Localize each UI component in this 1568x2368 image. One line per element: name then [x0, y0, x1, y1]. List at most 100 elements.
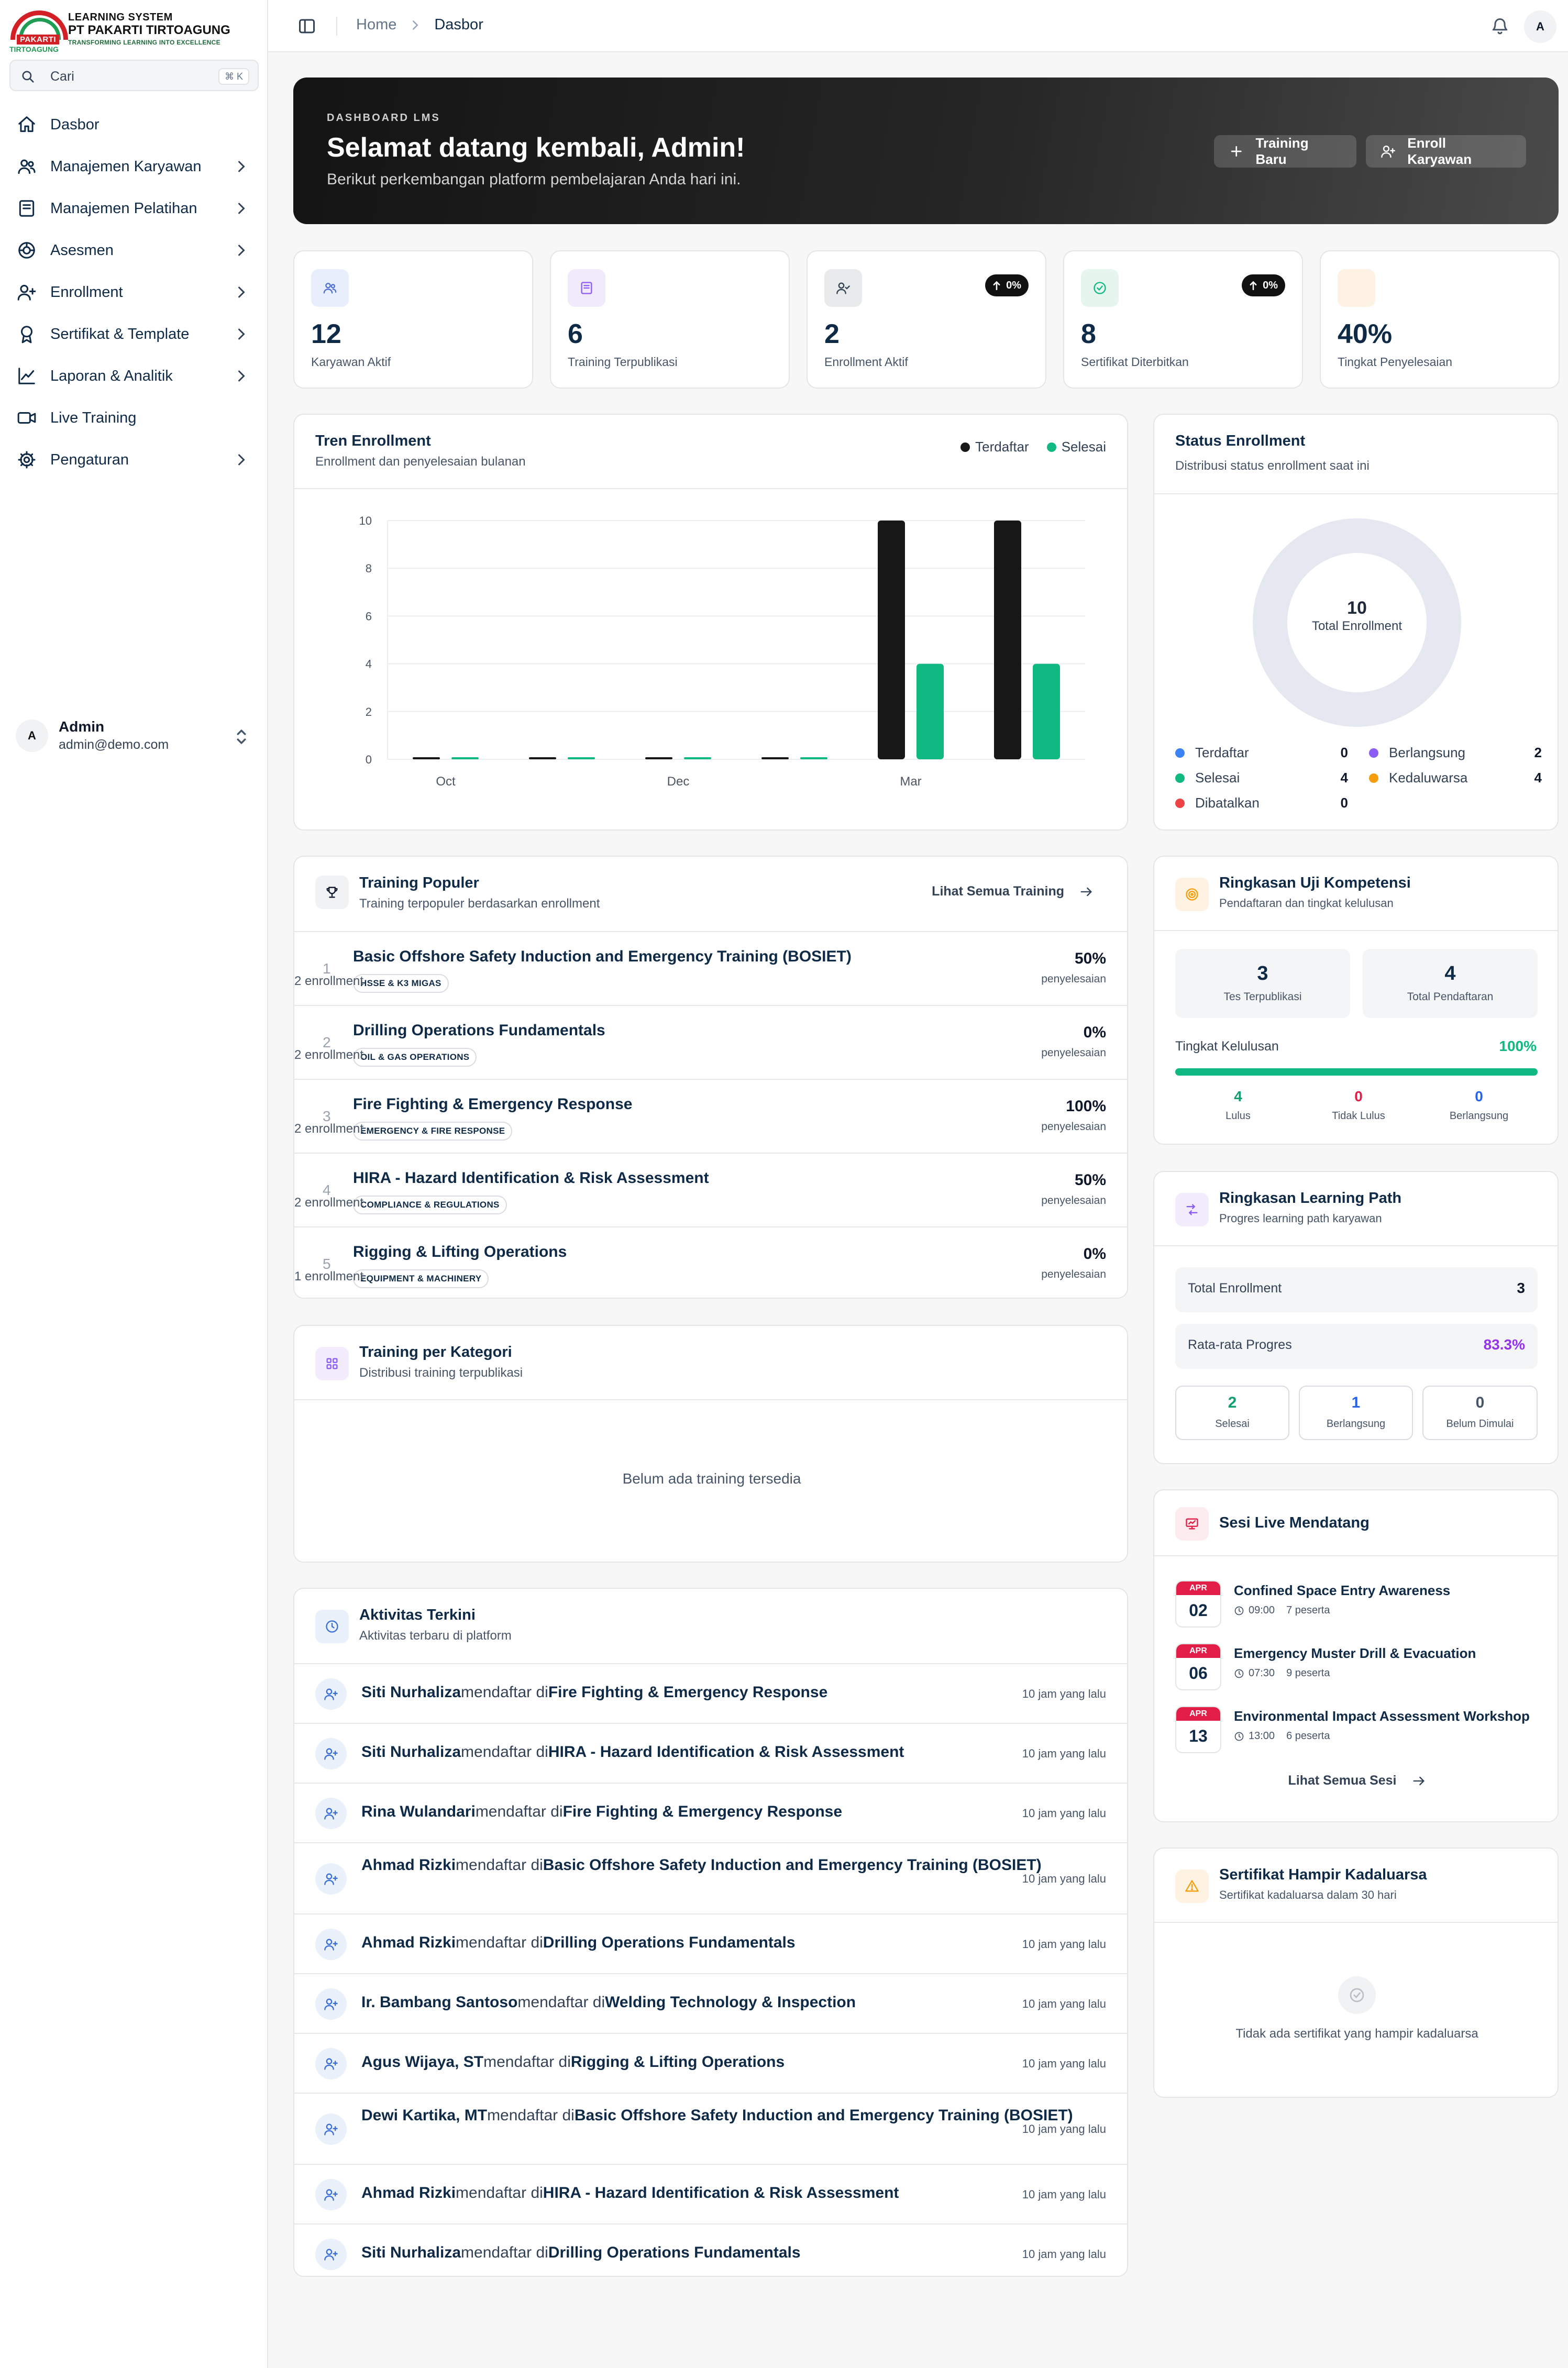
banner-subtitle: Berikut perkembangan platform pembelajar… [327, 171, 741, 188]
activity-row[interactable]: Rina Wulandarimendaftar diFire Fighting … [294, 1783, 1127, 1842]
arrow-right-icon [1080, 887, 1092, 896]
view-all-trainings-link[interactable]: Lihat Semua Training [932, 884, 1094, 899]
bar-selesai-dec[interactable] [684, 757, 711, 759]
legend-label-registered: Terdaftar [975, 439, 1029, 455]
session-meta: 09:00 7 peserta [1234, 1605, 1330, 1617]
bell-icon[interactable] [1490, 17, 1509, 36]
list-item[interactable]: 4 HIRA - Hazard Identification & Risk Ass… [294, 1153, 1127, 1227]
activity-user[interactable]: Ir. Bambang Santoso [361, 1994, 518, 2011]
live-session-item[interactable]: APR 13 Environmental Impact Assessment Wor… [1175, 1706, 1537, 1754]
topbar-avatar[interactable]: A [1524, 10, 1556, 43]
list-item[interactable]: 1 Basic Offshore Safety Induction and Eme… [294, 931, 1127, 1005]
activity-user[interactable]: Rina Wulandari [361, 1803, 476, 1820]
enroll-employee-button[interactable]: Enroll Karyawan [1366, 135, 1526, 168]
chevron-right-icon [238, 161, 245, 172]
sidebar-item-sertifikat-template[interactable]: Sertifikat & Template [9, 313, 259, 355]
sidebar-item-asesmen[interactable]: Asesmen [9, 229, 259, 271]
legend-swatch-completed [1046, 442, 1056, 452]
activity-user[interactable]: Agus Wijaya, ST [361, 2053, 484, 2071]
activity-row[interactable]: Siti Nurhalizamendaftar diDrilling Opera… [294, 2223, 1127, 2283]
path-done-value: 2 [1228, 1394, 1237, 1411]
activity-time: 10 jam yang lalu [1022, 1807, 1106, 1820]
y-tick-label: 10 [359, 514, 372, 527]
trend-badge-value: 0% [1263, 279, 1278, 291]
bar-selesai-feb[interactable] [916, 663, 944, 759]
new-training-button[interactable]: Training Baru [1214, 135, 1356, 168]
activity-training[interactable]: Welding Technology & Inspection [605, 1994, 856, 2011]
list-item[interactable]: 2 Drilling Operations Fundamentals OIL & G… [294, 1005, 1127, 1079]
activity-training[interactable]: Rigging & Lifting Operations [570, 2053, 785, 2071]
session-participants: 7 peserta [1286, 1605, 1330, 1616]
activity-row[interactable]: Siti Nurhalizamendaftar diFire Fighting … [294, 1663, 1127, 1723]
bar-terdaftar-mar[interactable] [994, 521, 1021, 759]
sidebar: PAKARTI TIRTOAGUNG LEARNING SYSTEM PT PA… [0, 0, 268, 2368]
view-all-sessions-link[interactable]: Lihat Semua Sesi [1154, 1773, 1560, 1788]
book-icon [19, 200, 35, 217]
user-check-icon [824, 269, 862, 307]
company-logo[interactable]: PAKARTI TIRTOAGUNG LEARNING SYSTEM PT PA… [8, 9, 260, 53]
activity-training[interactable]: HIRA - Hazard Identification & Risk Asse… [543, 2184, 899, 2201]
live-session-item[interactable]: APR 02 Confined Space Entry Awareness 09:00… [1175, 1580, 1537, 1629]
sidebar-item-manajemen-pelatihan[interactable]: Manajemen Pelatihan [9, 187, 259, 229]
path-done-label: Selesai [1215, 1418, 1250, 1430]
sidebar-toggle-icon[interactable] [297, 17, 316, 36]
sidebar-item-dasbor[interactable]: Dasbor [9, 104, 259, 146]
activity-training[interactable]: Drilling Operations Fundamentals [548, 2244, 801, 2261]
status-swatch [1369, 773, 1378, 783]
clock-icon [1234, 1732, 1244, 1741]
sidebar-item-manajemen-karyawan[interactable]: Manajemen Karyawan [9, 146, 259, 187]
bar-terdaftar-feb[interactable] [878, 521, 905, 759]
activity-row[interactable]: Agus Wijaya, STmendaftar diRigging & Lif… [294, 2033, 1127, 2093]
bar-terdaftar-jan[interactable] [761, 757, 789, 759]
activity-user[interactable]: Ahmad Rizki [361, 2184, 456, 2201]
activity-training[interactable]: Drilling Operations Fundamentals [543, 1934, 796, 1951]
bar-selesai-oct[interactable] [451, 757, 479, 759]
user-avatar-icon [315, 1798, 347, 1829]
book-icon [568, 269, 605, 307]
activity-row[interactable]: Ir. Bambang Santosomendaftar diWelding T… [294, 1973, 1127, 2033]
activity-row[interactable]: Ahmad Rizkimendaftar diHIRA - Hazard Ide… [294, 2164, 1127, 2223]
activity-user[interactable]: Siti Nurhaliza [361, 1684, 461, 1701]
list-item[interactable]: 3 Fire Fighting & Emergency Response EMERG… [294, 1079, 1127, 1153]
activity-user[interactable]: Ahmad Rizki [361, 1934, 456, 1951]
session-title: Emergency Muster Drill & Evacuation [1234, 1645, 1476, 1661]
activity-user[interactable]: Siti Nurhaliza [361, 2244, 461, 2261]
sidebar-item-live-training[interactable]: Live Training [9, 397, 259, 439]
activity-training[interactable]: HIRA - Hazard Identification & Risk Asse… [548, 1743, 904, 1761]
bar-terdaftar-nov[interactable] [529, 757, 556, 759]
completion-percent: 0% [1083, 1024, 1106, 1041]
activity-user[interactable]: Siti Nurhaliza [361, 1743, 461, 1761]
activity-row[interactable]: Ahmad Rizkimendaftar diDrilling Operatio… [294, 1913, 1127, 1973]
sidebar-item-laporan-analitik[interactable]: Laporan & Analitik [9, 355, 259, 397]
bar-selesai-nov[interactable] [568, 757, 595, 759]
brand-tagline: TRANSFORMING LEARNING INTO EXCELLENCE [68, 39, 220, 46]
activity-training[interactable]: Basic Offshore Safety Induction and Emer… [543, 1856, 1042, 1874]
breadcrumb-home[interactable]: Home [356, 16, 397, 33]
bar-selesai-mar[interactable] [1033, 663, 1060, 759]
y-tick-label: 2 [366, 705, 372, 718]
path-total-row: Total Enrollment 3 [1175, 1267, 1538, 1312]
status-label: Kedaluwarsa [1389, 770, 1468, 785]
card-title: Aktivitas Terkini [359, 1607, 476, 1623]
card-title: Training Populer [359, 875, 479, 891]
list-item[interactable]: 5 Rigging & Lifting Operations EQUIPMENT &… [294, 1226, 1127, 1301]
learning-path-card: Ringkasan Learning Path Progres learning… [1153, 1171, 1559, 1464]
activity-training[interactable]: Fire Fighting & Emergency Response [548, 1684, 828, 1701]
bar-terdaftar-dec[interactable] [645, 757, 672, 759]
sidebar-item-enrollment[interactable]: Enrollment [9, 271, 259, 313]
activity-training[interactable]: Basic Offshore Safety Induction and Emer… [574, 2107, 1073, 2124]
user-menu[interactable]: A Admin admin@demo.com [9, 713, 259, 760]
search-input[interactable]: Cari ⌘ K [9, 60, 259, 91]
rank-number: 3 [323, 1108, 331, 1124]
activity-training[interactable]: Fire Fighting & Emergency Response [562, 1803, 843, 1820]
activity-row[interactable]: Ahmad Rizkimendaftar diBasic Offshore Sa… [294, 1842, 1127, 1913]
activity-row[interactable]: Dewi Kartika, MTmendaftar diBasic Offsho… [294, 2093, 1127, 2164]
sidebar-item-pengaturan[interactable]: Pengaturan [9, 439, 259, 481]
bar-selesai-jan[interactable] [800, 757, 827, 759]
activity-user[interactable]: Ahmad Rizki [361, 1856, 456, 1874]
bar-terdaftar-oct[interactable] [413, 757, 440, 759]
live-session-item[interactable]: APR 06 Emergency Muster Drill & Evacuation… [1175, 1643, 1537, 1691]
activity-row[interactable]: Siti Nurhalizamendaftar diHIRA - Hazard … [294, 1723, 1127, 1783]
user-avatar-icon [315, 2239, 347, 2270]
activity-user[interactable]: Dewi Kartika, MT [361, 2107, 488, 2124]
